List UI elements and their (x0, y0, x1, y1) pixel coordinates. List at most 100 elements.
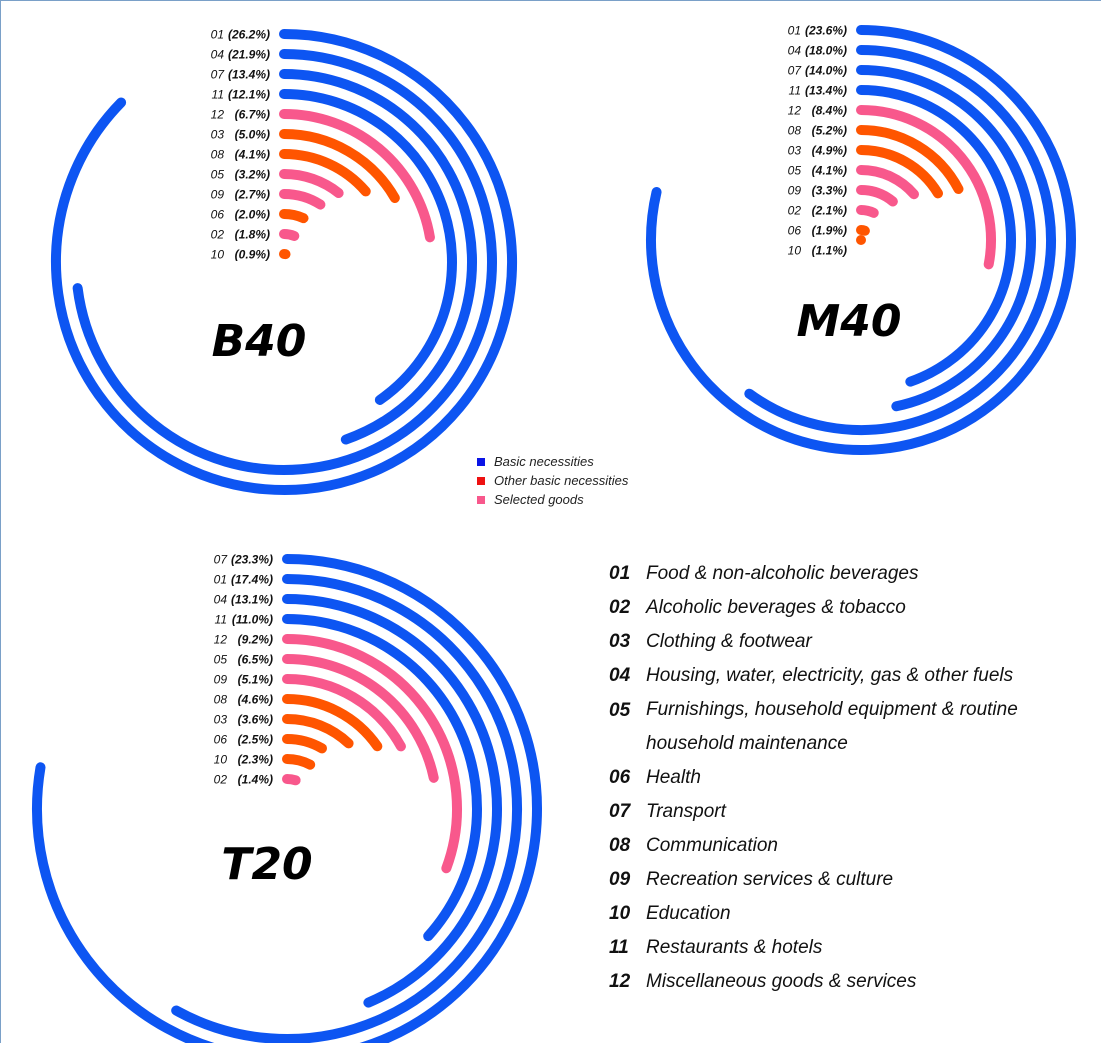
category-item: 10 Education (609, 897, 1096, 931)
bar-code-label: 12 (788, 104, 802, 118)
bar-code-label: 08 (211, 148, 225, 162)
radial-bar-01 (171, 574, 522, 1043)
category-name: Food & non-alcoholic beverages (646, 563, 919, 584)
radial-bar-07 (279, 69, 477, 445)
bar-code-label: 12 (211, 108, 225, 122)
radial-bar-01 (51, 29, 517, 495)
bar-code-label: 02 (211, 228, 225, 242)
radial-bar-03 (282, 714, 354, 749)
legend-swatch-basic (477, 457, 485, 466)
bar-code-label: 11 (789, 84, 801, 98)
bar-code-label: 04 (214, 593, 228, 607)
radial-bar-04 (72, 49, 497, 475)
category-item: 11 Restaurants & hotels (609, 931, 1096, 965)
bar-value-label: (2.7%) (235, 188, 270, 202)
radial-chart-m40: 01 (23.6%)04 (18.0%)07 (14.0%) 11 (13.4%)12 (8… (646, 24, 1076, 455)
bar-code-label: 11 (215, 613, 227, 627)
bar-code-label: 01 (788, 24, 801, 38)
bar-value-label: (13.4%) (228, 68, 270, 82)
radial-bar-09 (856, 185, 898, 207)
bar-value-label: (9.2%) (238, 633, 273, 647)
radial-bar-08 (282, 694, 383, 752)
category-name: Communication (646, 835, 778, 856)
bar-value-label: (4.1%) (812, 164, 847, 178)
category-code: 08 (609, 835, 631, 856)
radial-bar-05 (856, 165, 919, 200)
bar-value-label: (18.0%) (805, 44, 847, 58)
bar-value-label: (3.3%) (812, 184, 847, 198)
bar-value-label: (21.9%) (228, 48, 270, 62)
category-name: Clothing & footwear (646, 631, 812, 652)
legend-label-selected: Selected goods (494, 492, 584, 507)
category-name: Miscellaneous goods & services (646, 971, 917, 992)
bar-code-label: 10 (214, 753, 228, 767)
bar-code-label: 08 (214, 693, 228, 707)
category-item: 03 Clothing & footwear (609, 625, 1096, 659)
legend-entry-other-basic-necessities: Other basic necessities (477, 471, 628, 490)
bar-value-label: (8.4%) (812, 104, 847, 118)
category-item: 07 Transport (609, 795, 1096, 829)
category-item: 06 Health (609, 761, 1096, 795)
bar-value-label: (26.2%) (228, 28, 270, 42)
bar-value-label: (3.6%) (238, 713, 273, 727)
bar-value-label: (1.1%) (812, 244, 847, 258)
radial-chart-t20: 07 (23.3%) 01 (17.4%)04 (13.1%) 11 (11.0%) 12 (9… (32, 553, 542, 1043)
category-code: 02 (609, 597, 631, 618)
legend-entry-basic-necessities: Basic necessities (477, 452, 628, 471)
radial-bar-08 (856, 125, 964, 195)
bar-value-label: (1.9%) (812, 224, 847, 238)
category-item: 02 Alcoholic beverages & tobacco (609, 591, 1096, 625)
bar-code-label: 01 (214, 573, 227, 587)
bar-code-label: 09 (214, 673, 228, 687)
legend-entry-selected-goods: Selected goods (477, 490, 628, 509)
radial-bar-10 (282, 754, 316, 770)
bar-value-label: (4.6%) (238, 693, 273, 707)
radial-bar-12 (282, 634, 462, 874)
bar-value-label: (6.5%) (238, 653, 273, 667)
bar-value-label: (5.0%) (235, 128, 270, 142)
bar-code-label: 09 (211, 188, 225, 202)
radial-bar-05 (279, 169, 344, 199)
radial-bar-09 (279, 189, 326, 210)
bar-value-label: (1.8%) (235, 228, 270, 242)
bar-value-label: (2.0%) (235, 208, 270, 222)
radial-bar-06 (282, 734, 327, 754)
bar-value-label: (23.3%) (231, 553, 273, 567)
radial-bar-06 (279, 209, 309, 224)
radial-bar-03 (279, 129, 400, 203)
bar-code-label: 06 (788, 224, 802, 238)
bar-code-label: 12 (214, 633, 228, 647)
category-code: 06 (609, 767, 631, 788)
bar-code-label: 05 (788, 164, 802, 178)
bar-code-label: 10 (211, 248, 225, 262)
bar-code-label: 01 (211, 28, 224, 42)
bar-value-label: (6.7%) (235, 108, 270, 122)
category-code: 12 (609, 971, 631, 992)
category-code: 04 (609, 665, 631, 686)
category-name: Education (646, 903, 731, 924)
bar-value-label: (4.1%) (235, 148, 270, 162)
category-item: 12 Miscellaneous goods & services (609, 965, 1096, 999)
bar-value-label: (5.1%) (238, 673, 273, 687)
category-name: Transport (646, 801, 726, 822)
bar-code-label: 03 (211, 128, 225, 142)
category-code: 11 (609, 937, 629, 958)
bar-code-label: 05 (211, 168, 225, 182)
category-name: Health (646, 767, 701, 788)
bar-value-label: (2.1%) (812, 204, 847, 218)
category-name: Restaurants & hotels (646, 937, 823, 958)
bar-code-label: 07 (788, 64, 803, 78)
chart-title: B40 (212, 316, 307, 367)
bar-code-label: 03 (214, 713, 228, 727)
bar-value-label: (0.9%) (235, 248, 270, 262)
category-name: Alcoholic beverages & tobacco (646, 597, 906, 618)
bar-value-label: (5.2%) (812, 124, 847, 138)
bar-code-label: 11 (212, 88, 224, 102)
radial-bar-05 (282, 654, 439, 783)
bar-value-label: (13.4%) (805, 84, 847, 98)
radial-bar-07 (856, 65, 1036, 412)
bar-code-label: 10 (788, 244, 802, 258)
radial-bar-11 (279, 89, 457, 405)
